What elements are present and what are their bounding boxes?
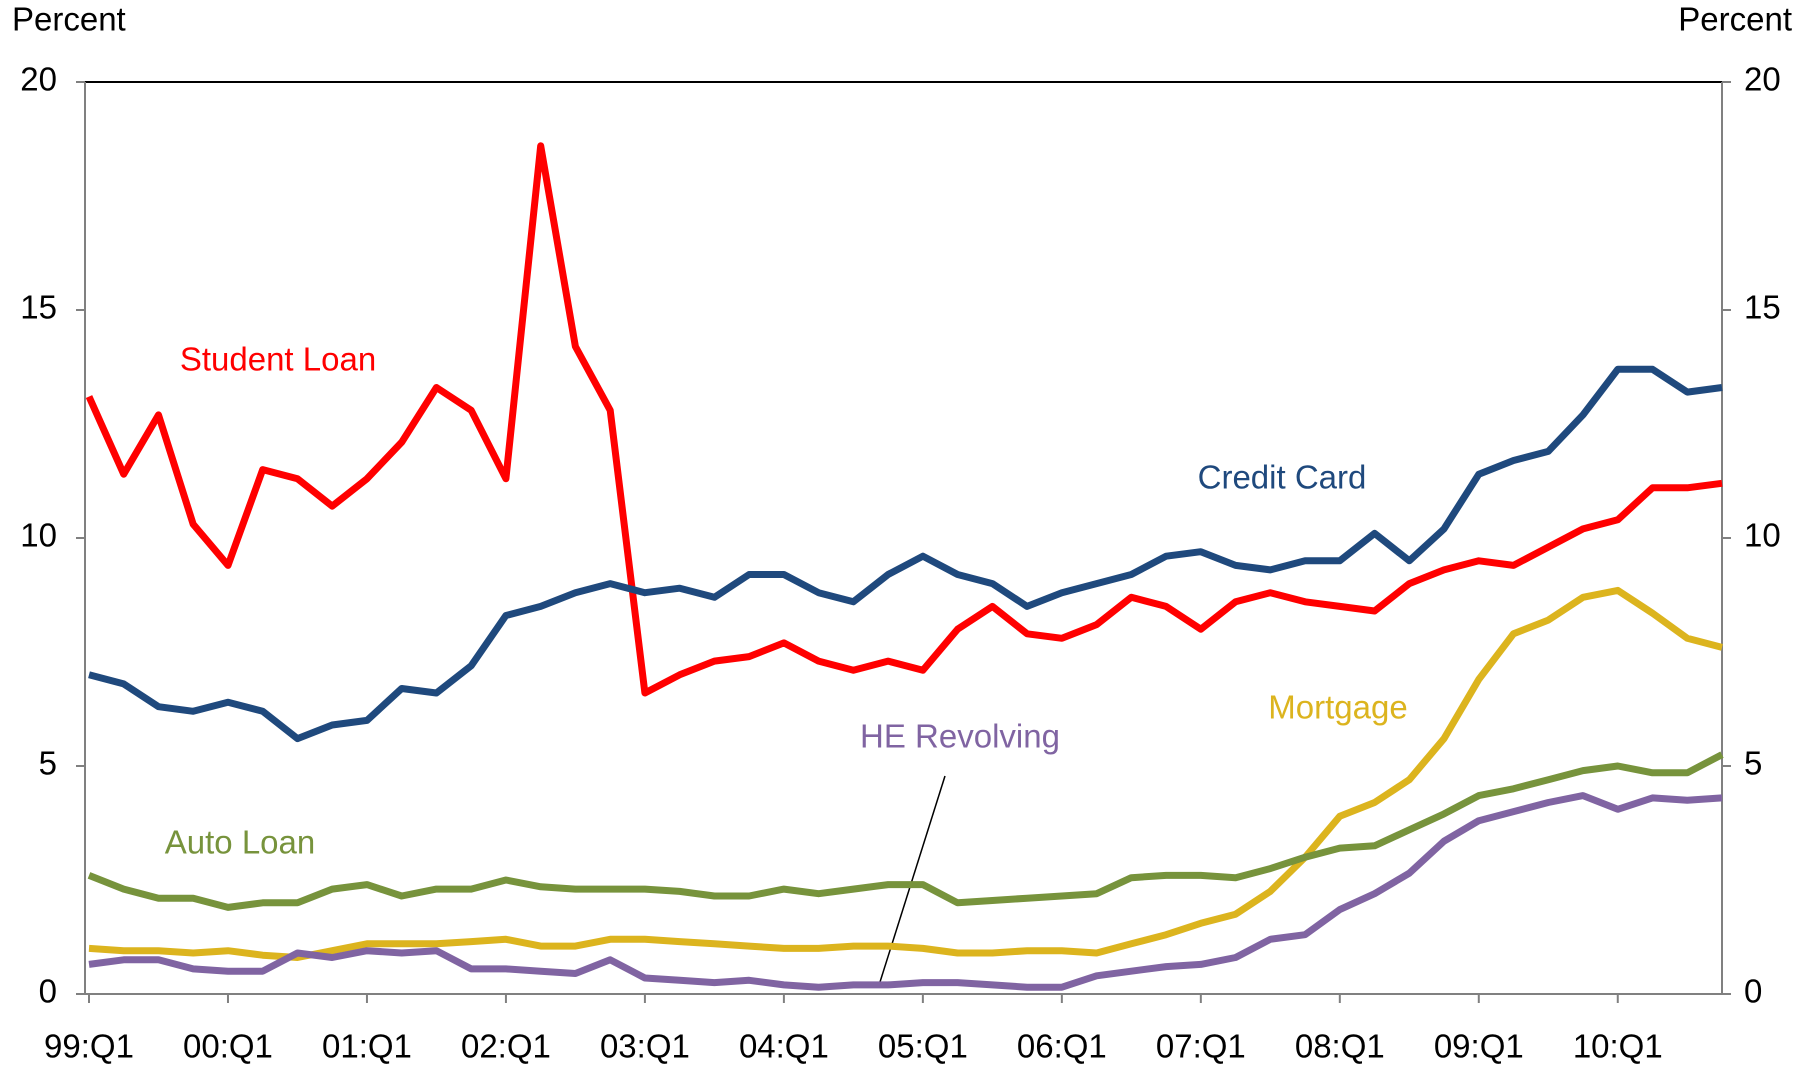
y-tick-label: 20 [20,61,57,98]
series-line [85,142,1723,697]
y-tick-label: 10 [20,517,57,554]
y-axis-label: Percent [12,1,126,38]
x-tick-label: 07:Q1 [1156,1028,1246,1065]
series-line [88,792,1723,991]
series-line [87,751,1724,911]
x-tick-label: 04:Q1 [739,1028,829,1065]
x-tick-label: 08:Q1 [1295,1028,1385,1065]
y2-axis-label: Percent [1678,1,1792,38]
y2-tick-label: 5 [1744,745,1762,782]
series-label: Mortgage [1268,689,1407,726]
x-tick-label: 05:Q1 [878,1028,968,1065]
x-tick-label: 06:Q1 [1017,1028,1107,1065]
y2-tick-label: 15 [1744,289,1781,326]
y2-tick-label: 0 [1744,973,1762,1010]
x-tick-label: 03:Q1 [600,1028,690,1065]
y2-tick-label: 10 [1744,517,1781,554]
y-tick-label: 15 [20,289,57,326]
x-tick-label: 00:Q1 [183,1028,273,1065]
series-line [88,586,1723,961]
x-tick-label: 02:Q1 [461,1028,551,1065]
series-label: Auto Loan [165,824,315,861]
series-label: HE Revolving [860,718,1060,755]
series-label: Credit Card [1198,459,1367,496]
x-tick-label: 01:Q1 [322,1028,412,1065]
x-tick-label: 10:Q1 [1573,1028,1663,1065]
series-line [88,365,1723,743]
y-tick-label: 5 [39,745,57,782]
x-tick-label: 99:Q1 [44,1028,134,1065]
series-label: Student Loan [180,341,376,378]
x-tick-label: 09:Q1 [1434,1028,1524,1065]
y2-tick-label: 20 [1744,61,1781,98]
y-tick-label: 0 [39,973,57,1010]
